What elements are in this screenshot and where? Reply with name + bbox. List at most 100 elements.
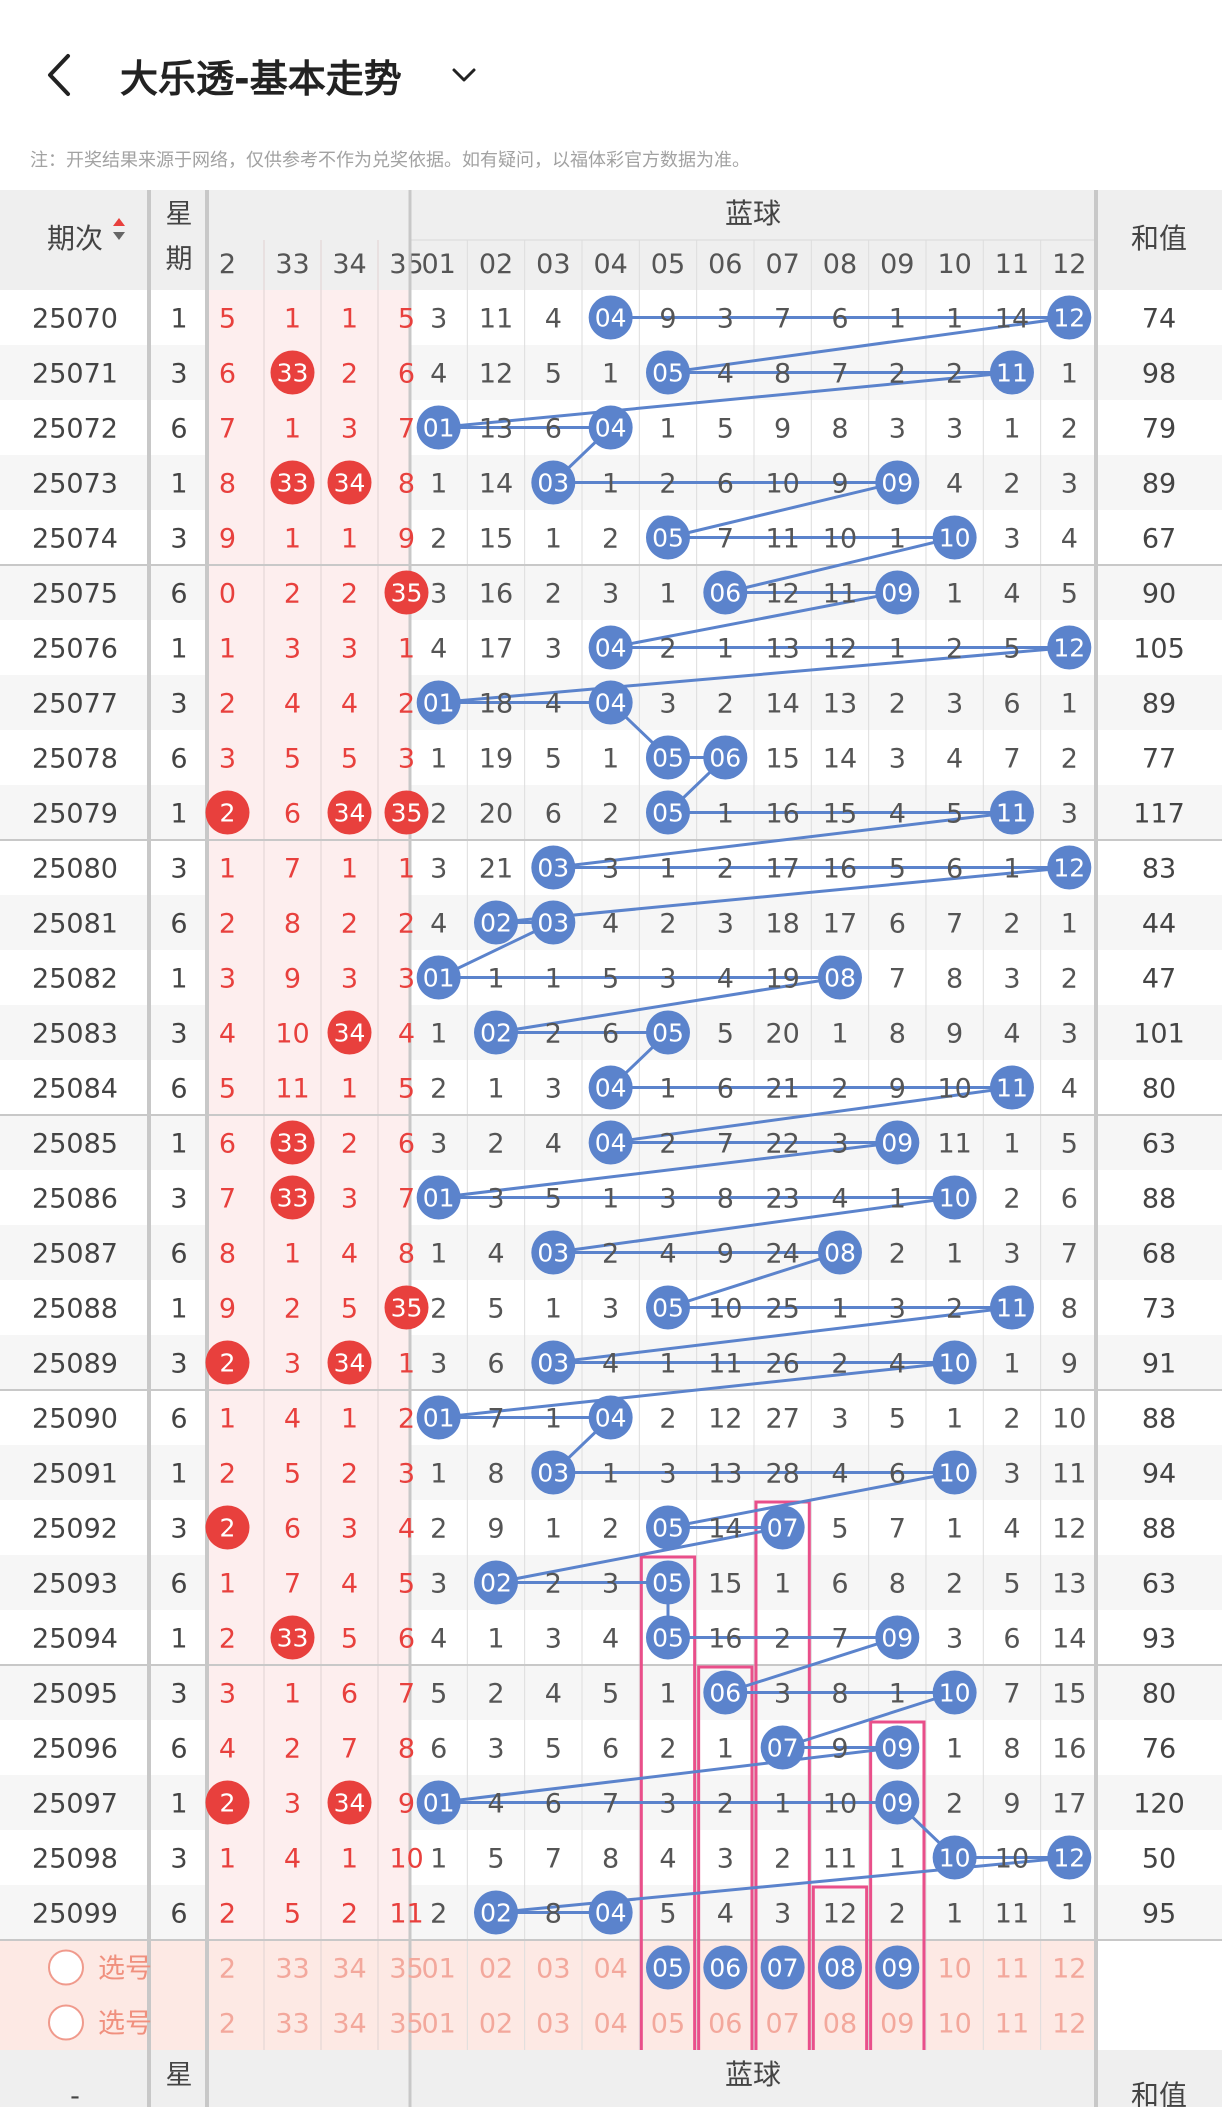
blue-ball [645, 350, 690, 395]
blue-miss: 12 [1052, 1514, 1086, 1545]
chevron-down-icon[interactable] [448, 60, 480, 90]
blue-miss: 2 [430, 1899, 447, 1930]
blue-miss: 4 [487, 1789, 504, 1820]
blue-miss: 3 [831, 1404, 848, 1435]
select-blue-num[interactable]: 05 [651, 2009, 685, 2040]
week-cell: 3 [170, 359, 187, 390]
sum-cell: 83 [1142, 854, 1176, 885]
issue-cell: 25084 [32, 1074, 118, 1105]
select-blue-ball[interactable] [645, 1945, 690, 1990]
select-label[interactable]: 选号 [98, 1954, 152, 1985]
blue-miss: 1 [659, 579, 676, 610]
select-blue-num[interactable]: 03 [536, 2009, 570, 2040]
blue-miss: 3 [946, 689, 963, 720]
issue-cell: 25079 [32, 799, 118, 830]
blue-miss: 2 [1003, 1404, 1020, 1435]
blue-miss: 2 [1061, 414, 1078, 445]
blue-miss: 11 [708, 1349, 742, 1380]
front-ball [270, 1615, 315, 1660]
footer-week: 星 [166, 2060, 193, 2091]
select-front-num[interactable]: 33 [275, 2009, 309, 2040]
select-blue-num[interactable]: 10 [937, 2009, 971, 2040]
select-blue-num[interactable]: 04 [593, 1954, 627, 1985]
select-blue-num[interactable]: 01 [421, 1954, 455, 1985]
blue-miss: 4 [430, 1624, 447, 1655]
select-blue-num[interactable]: 03 [536, 1954, 570, 1985]
front-miss: 1 [341, 854, 358, 885]
sort-down-icon[interactable] [113, 232, 125, 240]
select-blue-ball[interactable] [760, 1945, 805, 1990]
blue-ball-num: 02 [480, 909, 512, 938]
select-blue-ball[interactable] [875, 1945, 920, 1990]
sum-cell: 98 [1142, 359, 1176, 390]
select-front-num[interactable]: 2 [219, 1954, 236, 1985]
blue-miss: 2 [545, 1569, 562, 1600]
blue-miss: 14 [765, 689, 799, 720]
select-radio[interactable] [48, 1949, 84, 1986]
disclaimer-note: 注：开奖结果来源于网络，仅供参考不作为兑奖依据。如有疑问，以福体彩官方数据为准。 [30, 150, 750, 171]
front-miss: 11 [275, 1074, 309, 1105]
blue-miss: 3 [430, 854, 447, 885]
blue-miss: 5 [717, 1019, 734, 1050]
select-blue-num[interactable]: 08 [823, 2009, 857, 2040]
select-label[interactable]: 选号 [98, 2009, 152, 2040]
select-blue-num[interactable]: 12 [1052, 2009, 1086, 2040]
select-blue-num[interactable]: 11 [995, 2009, 1029, 2040]
back-arrow-icon[interactable] [40, 50, 80, 100]
select-front-num[interactable]: 35 [389, 1954, 423, 1985]
select-blue-num[interactable]: 06 [708, 2009, 742, 2040]
select-front-num[interactable]: 34 [332, 1954, 366, 1985]
front-miss: 9 [219, 524, 236, 555]
select-blue-ball[interactable] [817, 1945, 862, 1990]
select-blue-num[interactable]: 11 [995, 1954, 1029, 1985]
select-blue-ball-num[interactable]: 08 [824, 1954, 856, 1983]
select-blue-ball-num[interactable]: 09 [881, 1954, 913, 1983]
select-blue-ball-num[interactable]: 05 [652, 1954, 684, 1983]
front-ball-num: 35 [391, 579, 423, 608]
select-blue-num[interactable]: 02 [479, 2009, 513, 2040]
blue-miss: 11 [765, 524, 799, 555]
front-miss: 2 [219, 1899, 236, 1930]
select-front-num[interactable]: 2 [219, 2009, 236, 2040]
select-radio[interactable] [48, 2004, 84, 2041]
week-cell: 6 [170, 744, 187, 775]
blue-ball-num: 11 [996, 799, 1028, 828]
select-front-num[interactable]: 34 [332, 2009, 366, 2040]
select-blue-num[interactable]: 10 [937, 1954, 971, 1985]
blue-miss: 10 [823, 524, 857, 555]
select-blue-ball[interactable] [703, 1945, 748, 1990]
blue-miss: 9 [831, 1734, 848, 1765]
blue-miss: 10 [708, 1294, 742, 1325]
select-front-num[interactable]: 33 [275, 1954, 309, 1985]
select-blue-num[interactable]: 04 [593, 2009, 627, 2040]
select-front-num[interactable]: 35 [389, 2009, 423, 2040]
header-front-2: 2 [219, 249, 236, 280]
blue-miss: 2 [1003, 909, 1020, 940]
blue-ball [588, 625, 633, 670]
select-blue-num[interactable]: 09 [880, 2009, 914, 2040]
select-blue-num[interactable]: 07 [765, 2009, 799, 2040]
week-cell: 3 [170, 1019, 187, 1050]
blue-miss: 1 [659, 1074, 676, 1105]
week-cell: 1 [170, 1129, 187, 1160]
blue-ball-num: 01 [423, 1789, 455, 1818]
front-miss: 7 [219, 414, 236, 445]
sort-up-icon[interactable] [113, 218, 125, 226]
blue-miss: 2 [659, 909, 676, 940]
blue-miss: 16 [765, 799, 799, 830]
select-blue-num[interactable]: 12 [1052, 1954, 1086, 1985]
blue-miss: 19 [765, 964, 799, 995]
front-miss: 3 [284, 1349, 301, 1380]
front-miss: 4 [219, 1019, 236, 1050]
blue-miss: 12 [823, 1899, 857, 1930]
select-blue-num[interactable]: 02 [479, 1954, 513, 1985]
sum-bg [1096, 1115, 1222, 1170]
front-miss: 8 [398, 469, 415, 500]
blue-ball [989, 1065, 1034, 1110]
row-bg [0, 1500, 207, 1555]
select-blue-num[interactable]: 01 [421, 2009, 455, 2040]
select-blue-ball-num[interactable]: 07 [767, 1954, 799, 1983]
blue-miss: 14 [823, 744, 857, 775]
blue-miss: 2 [430, 1294, 447, 1325]
select-blue-ball-num[interactable]: 06 [709, 1954, 741, 1983]
